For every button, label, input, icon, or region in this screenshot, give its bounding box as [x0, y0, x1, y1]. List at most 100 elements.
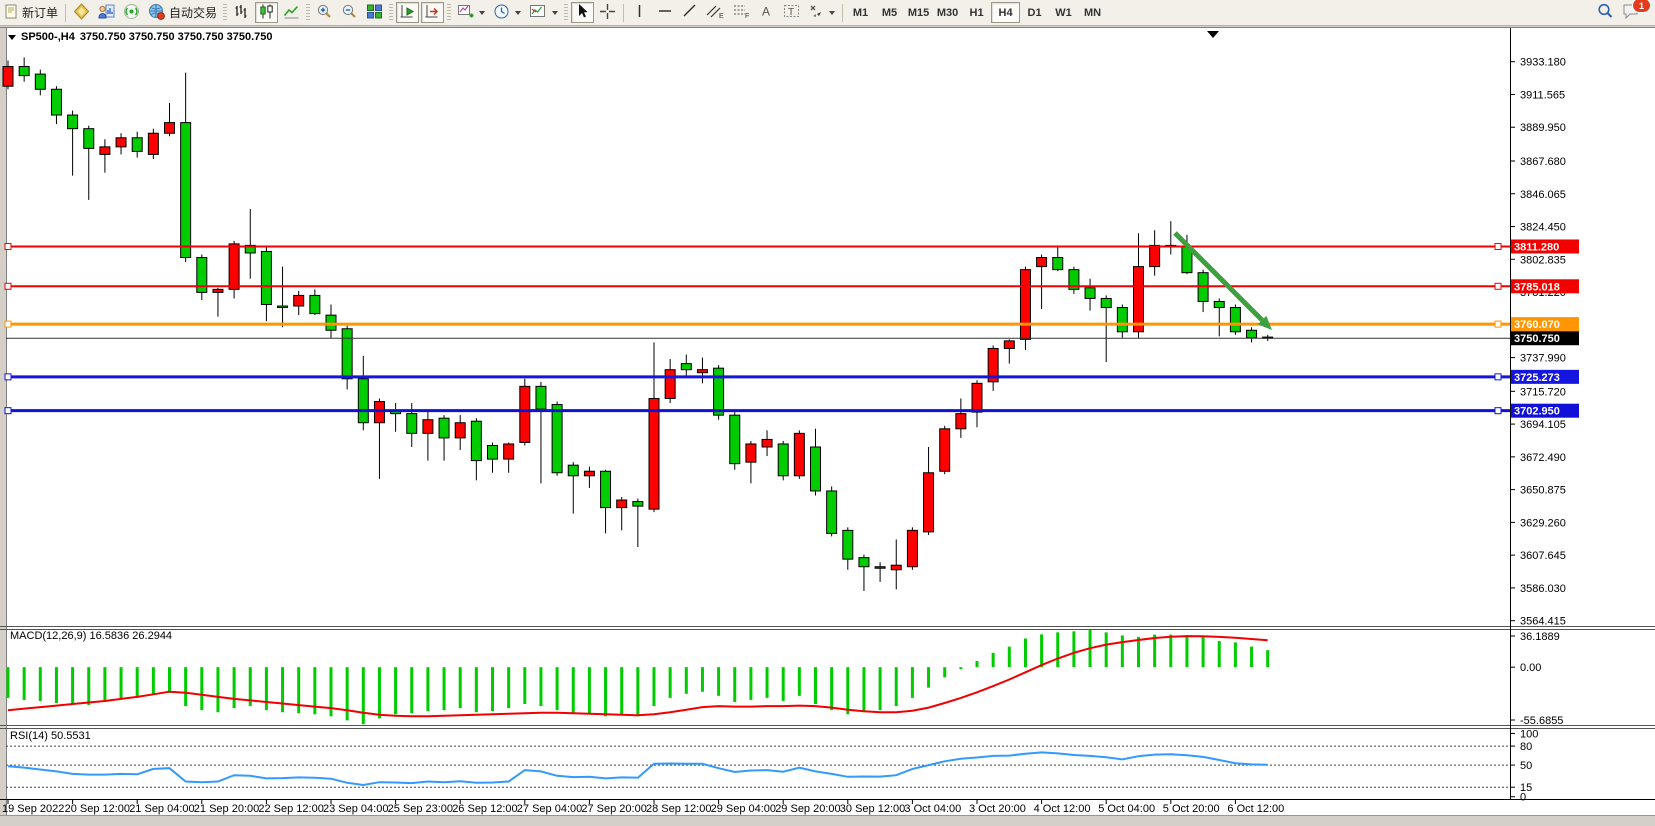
data-window-button[interactable] — [95, 2, 118, 23]
line-handle[interactable] — [1494, 373, 1502, 381]
timeframe-button-M1[interactable]: M1 — [852, 6, 869, 19]
arrows-button[interactable] — [805, 2, 838, 23]
toolbar: 新订单 自动交易 — [0, 0, 1655, 26]
timeframe-button-M15[interactable]: M15 — [907, 6, 930, 19]
line-handle[interactable] — [4, 320, 12, 328]
candle — [761, 438, 773, 448]
candle — [2, 66, 14, 87]
timeframe-button-H1[interactable]: H1 — [969, 6, 984, 19]
line-handle[interactable] — [1494, 320, 1502, 328]
timeframe-button-H4[interactable]: H4 — [991, 2, 1021, 23]
globe-icon — [148, 3, 166, 23]
price-line-badge — [1511, 369, 1579, 384]
price-axis-label: 3564.415 — [1520, 616, 1566, 628]
navigator-button[interactable] — [120, 2, 143, 23]
candle — [438, 417, 450, 439]
rsi-axis-label: 15 — [1520, 782, 1532, 794]
zoom-out-button[interactable] — [338, 2, 361, 23]
line-handle[interactable] — [1494, 282, 1502, 290]
bar-chart-button[interactable] — [230, 2, 253, 23]
chart-title: SP500-,H4 3750.750 3750.750 3750.750 375… — [8, 31, 273, 43]
green-signal-icon — [123, 3, 140, 23]
search-icon — [1596, 2, 1614, 23]
tile-windows-icon — [366, 3, 383, 23]
candle — [422, 419, 434, 434]
candle — [115, 137, 127, 148]
channel-icon: E — [706, 3, 724, 22]
cursor-button[interactable] — [571, 2, 595, 23]
line-handle[interactable] — [4, 282, 12, 290]
price-axis-label: 3846.065 — [1520, 189, 1566, 201]
candle — [487, 444, 498, 460]
current-price-badge — [1511, 331, 1579, 346]
candle — [406, 413, 418, 434]
rsi-line — [7, 751, 1268, 787]
search-button[interactable] — [1593, 2, 1617, 23]
line-handle[interactable] — [4, 373, 12, 381]
text-button[interactable]: A — [755, 2, 778, 23]
candle — [713, 367, 725, 416]
macd-axis-label: 36.1889 — [1520, 631, 1560, 643]
candle — [99, 146, 111, 155]
templates-button[interactable] — [526, 2, 561, 23]
candle — [1100, 297, 1112, 309]
candle — [228, 243, 240, 290]
line-handle[interactable] — [1494, 242, 1502, 250]
zoom-in-button[interactable] — [313, 2, 336, 23]
trendline-button[interactable] — [678, 2, 701, 23]
auto-scroll-button[interactable] — [396, 2, 420, 23]
candle — [890, 564, 902, 571]
line-handle[interactable] — [4, 407, 12, 415]
chart-shift-button[interactable] — [421, 2, 445, 23]
equidistant-channel-button[interactable]: E — [703, 2, 727, 23]
separator — [65, 3, 67, 22]
time-axis-label: 28 Sep 12:00 — [646, 803, 711, 815]
svg-text:A: A — [762, 5, 770, 19]
auto-trading-button[interactable]: 自动交易 — [145, 2, 220, 23]
vertical-line-button[interactable] — [628, 2, 651, 23]
timeframe-button-MN[interactable]: MN — [1083, 6, 1102, 19]
fibonacci-button[interactable]: F — [729, 2, 753, 23]
candlestick-chart-button[interactable] — [255, 2, 279, 23]
line-chart-button[interactable] — [280, 2, 303, 23]
crosshair-button[interactable] — [596, 2, 619, 23]
periods-button[interactable] — [490, 2, 524, 23]
new-order-button[interactable]: 新订单 — [1, 2, 61, 23]
indicators-button[interactable] — [454, 2, 488, 23]
trend-arrow-head[interactable] — [1257, 315, 1272, 330]
price-axis-label: 3824.450 — [1520, 222, 1566, 234]
line-handle[interactable] — [4, 242, 12, 250]
candle — [357, 378, 369, 424]
notification-badge[interactable]: 1 — [1632, 0, 1651, 13]
timeframe-button-M30[interactable]: M30 — [936, 6, 959, 19]
price-axis-label: 3911.565 — [1520, 89, 1565, 101]
chart-shift-marker[interactable] — [1207, 31, 1219, 38]
time-axis-label: 23 Sep 04:00 — [323, 803, 388, 815]
trend-arrow[interactable] — [1173, 231, 1264, 322]
toolbar-grip — [389, 3, 394, 22]
text-label-button[interactable]: T — [780, 2, 803, 23]
time-axis-label: 30 Sep 12:00 — [840, 803, 905, 815]
time-axis-label: 21 Sep 20:00 — [194, 803, 259, 815]
candle — [648, 397, 660, 510]
rsi-indicator-label: RSI(14) 50.5531 — [10, 730, 91, 742]
timeframe-button-W1[interactable]: W1 — [1055, 6, 1072, 19]
time-axis-label: 3 Oct 20:00 — [969, 803, 1026, 815]
candle — [680, 363, 692, 371]
tile-windows-button[interactable] — [363, 2, 386, 23]
price-axis-label: 3802.835 — [1520, 254, 1566, 266]
horizontal-line-button[interactable] — [653, 2, 676, 23]
candle — [616, 499, 628, 509]
candle — [826, 490, 838, 534]
candle — [1003, 340, 1015, 349]
market-watch-button[interactable] — [70, 2, 93, 23]
timeframe-button-D1[interactable]: D1 — [1027, 6, 1042, 19]
candle — [664, 369, 676, 399]
candle — [1019, 269, 1031, 340]
timeframe-button-M5[interactable]: M5 — [881, 6, 898, 19]
line-handle[interactable] — [1494, 407, 1502, 415]
cursor-arrow-icon — [575, 3, 590, 22]
auto-trading-label: 自动交易 — [169, 6, 218, 20]
time-axis-label: 27 Sep 04:00 — [517, 803, 582, 815]
